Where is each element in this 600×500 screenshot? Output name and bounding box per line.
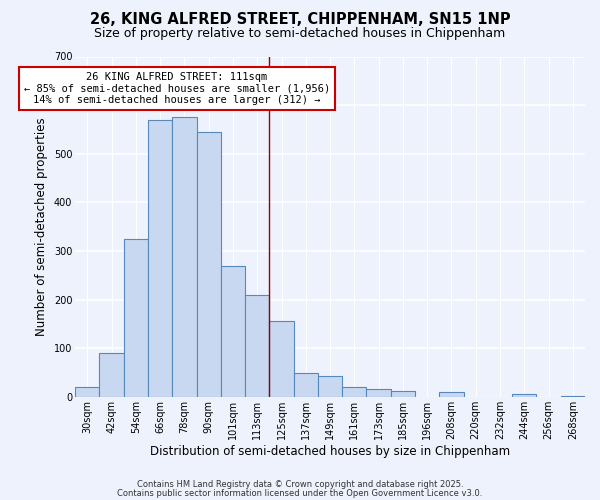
- X-axis label: Distribution of semi-detached houses by size in Chippenham: Distribution of semi-detached houses by …: [150, 444, 510, 458]
- Y-axis label: Number of semi-detached properties: Number of semi-detached properties: [35, 118, 48, 336]
- Bar: [367, 390, 391, 397]
- Bar: [512, 394, 536, 397]
- Bar: [100, 353, 124, 397]
- Text: 26, KING ALFRED STREET, CHIPPENHAM, SN15 1NP: 26, KING ALFRED STREET, CHIPPENHAM, SN15…: [89, 12, 511, 28]
- Text: Size of property relative to semi-detached houses in Chippenham: Size of property relative to semi-detach…: [94, 28, 506, 40]
- Bar: [439, 392, 464, 397]
- Bar: [148, 120, 172, 397]
- Bar: [269, 322, 293, 397]
- Text: 26 KING ALFRED STREET: 111sqm
← 85% of semi-detached houses are smaller (1,956)
: 26 KING ALFRED STREET: 111sqm ← 85% of s…: [24, 72, 330, 106]
- Bar: [197, 132, 221, 397]
- Bar: [391, 391, 415, 397]
- Bar: [293, 374, 318, 397]
- Bar: [124, 239, 148, 397]
- Bar: [172, 118, 197, 397]
- Text: Contains public sector information licensed under the Open Government Licence v3: Contains public sector information licen…: [118, 488, 482, 498]
- Bar: [561, 396, 585, 397]
- Bar: [245, 294, 269, 397]
- Bar: [342, 387, 367, 397]
- Text: Contains HM Land Registry data © Crown copyright and database right 2025.: Contains HM Land Registry data © Crown c…: [137, 480, 463, 489]
- Bar: [75, 387, 100, 397]
- Bar: [318, 376, 342, 397]
- Bar: [221, 266, 245, 397]
